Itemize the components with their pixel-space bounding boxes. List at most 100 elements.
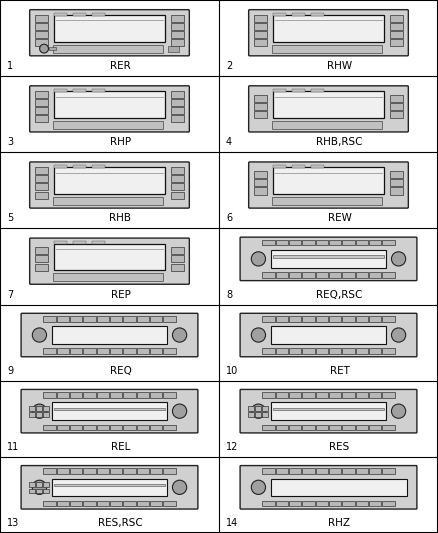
Bar (356, 469, 368, 474)
Bar (137, 500, 149, 506)
Bar (54, 165, 67, 168)
Bar (316, 240, 328, 246)
Bar (43, 482, 49, 487)
Bar (35, 247, 48, 254)
Circle shape (392, 252, 406, 266)
Bar (92, 241, 105, 245)
Bar (57, 349, 69, 354)
Bar (137, 469, 149, 474)
Text: 3: 3 (7, 138, 13, 147)
Bar (382, 392, 395, 398)
Text: REQ: REQ (110, 366, 131, 376)
Bar (316, 500, 328, 506)
Bar (329, 500, 341, 506)
Text: RHZ: RHZ (328, 518, 350, 528)
Bar (382, 469, 395, 474)
Text: 1: 1 (7, 61, 13, 71)
Circle shape (32, 480, 46, 495)
Bar (369, 240, 381, 246)
Bar (150, 469, 162, 474)
Text: RES,RSC: RES,RSC (98, 518, 143, 528)
Bar (97, 392, 109, 398)
Bar (272, 121, 382, 129)
Bar (248, 406, 254, 410)
Bar (276, 469, 288, 474)
Bar (171, 15, 184, 22)
Bar (54, 244, 165, 270)
Bar (254, 179, 267, 187)
Bar (273, 91, 384, 118)
Bar (276, 500, 288, 506)
Bar (35, 167, 48, 174)
Bar (97, 469, 109, 474)
Bar (356, 425, 368, 430)
Bar (289, 272, 301, 278)
Bar (289, 500, 301, 506)
Bar (163, 425, 176, 430)
Text: RHW: RHW (327, 61, 352, 71)
Bar (302, 500, 314, 506)
Bar (92, 13, 105, 16)
Bar (163, 392, 176, 398)
Bar (70, 349, 82, 354)
Bar (36, 489, 42, 494)
Bar (171, 264, 184, 271)
Circle shape (392, 404, 406, 418)
Bar (276, 316, 288, 321)
Bar (302, 272, 314, 278)
Circle shape (251, 328, 265, 342)
Bar (54, 484, 165, 487)
Bar (382, 316, 395, 321)
Bar (35, 116, 48, 123)
Bar (163, 316, 176, 321)
Bar (137, 349, 149, 354)
Bar (43, 316, 56, 321)
Circle shape (173, 404, 187, 418)
Bar (83, 349, 95, 354)
Circle shape (251, 404, 265, 418)
Bar (262, 316, 275, 321)
Text: 4: 4 (226, 138, 232, 147)
Bar (35, 107, 48, 114)
Bar (276, 349, 288, 354)
Bar (254, 103, 267, 110)
Text: 7: 7 (7, 289, 13, 300)
Bar (262, 349, 275, 354)
Bar (262, 469, 275, 474)
Bar (83, 469, 95, 474)
Bar (369, 392, 381, 398)
Bar (97, 425, 109, 430)
Text: 2: 2 (226, 61, 232, 71)
Bar (54, 13, 67, 16)
Bar (57, 392, 69, 398)
Bar (171, 99, 184, 106)
Bar (262, 272, 275, 278)
Bar (52, 402, 167, 420)
Bar (369, 272, 381, 278)
Bar (289, 316, 301, 321)
Bar (262, 413, 268, 417)
Bar (92, 89, 105, 92)
Text: RHB: RHB (110, 213, 131, 223)
FancyBboxPatch shape (249, 86, 408, 132)
Bar (49, 47, 56, 51)
Bar (382, 500, 395, 506)
Bar (54, 89, 67, 92)
Bar (316, 392, 328, 398)
Bar (171, 31, 184, 38)
Bar (110, 349, 122, 354)
Text: 6: 6 (226, 213, 232, 223)
Bar (35, 255, 48, 262)
Bar (254, 188, 267, 195)
Text: REW: REW (328, 213, 351, 223)
Bar (35, 264, 48, 271)
Bar (343, 316, 355, 321)
Bar (254, 171, 267, 178)
Circle shape (173, 328, 187, 342)
Bar (70, 469, 82, 474)
Bar (356, 272, 368, 278)
Bar (43, 469, 56, 474)
Bar (163, 500, 176, 506)
Bar (70, 392, 82, 398)
Text: 13: 13 (7, 518, 19, 528)
